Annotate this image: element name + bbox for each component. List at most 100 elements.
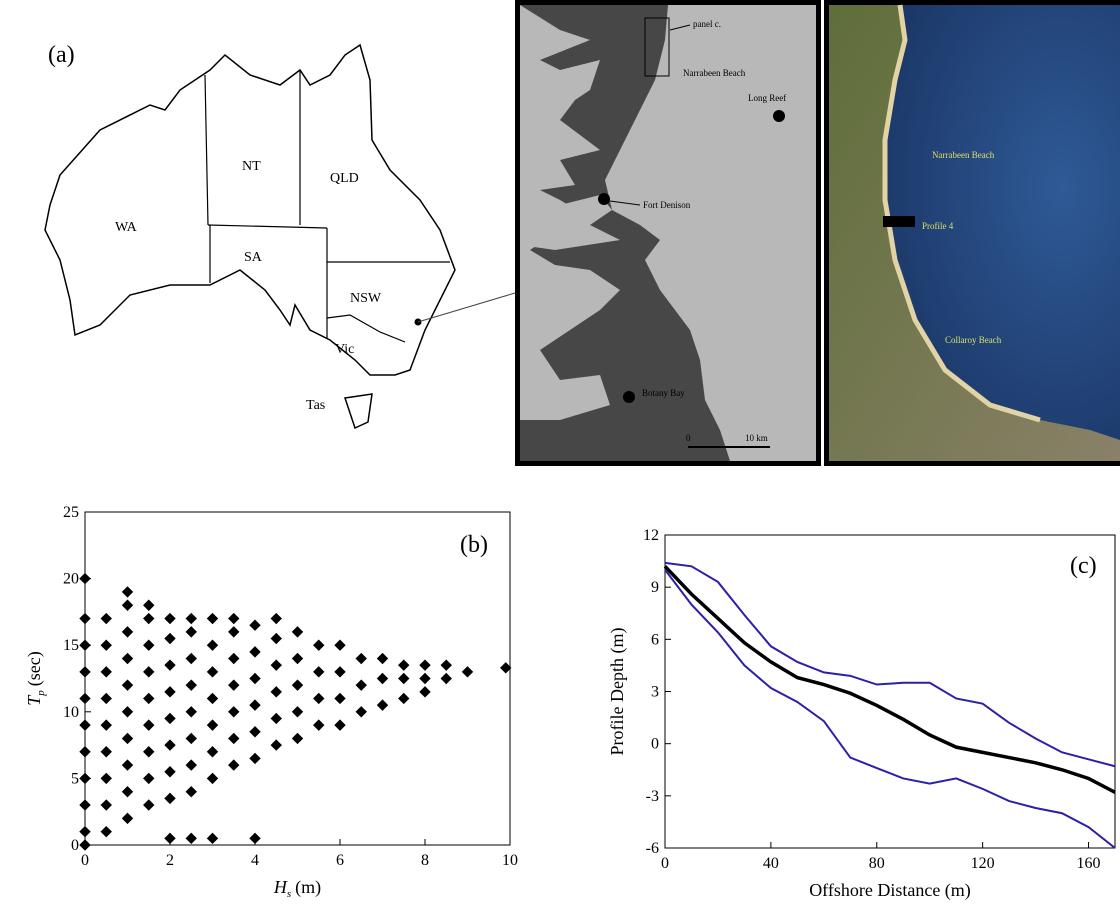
- scatter-point: [143, 639, 155, 651]
- australia-map: (a) WA NT QLD SA NSW Vic Tas: [44, 42, 516, 430]
- scatter-point: [419, 659, 431, 671]
- leader-line: [417, 292, 516, 323]
- scatter-point: [79, 825, 91, 838]
- scatter-point: [228, 652, 240, 665]
- scatter-point: [185, 732, 197, 745]
- scatter-point: [334, 639, 346, 651]
- map-label: Long Reef: [748, 93, 786, 103]
- scatter-point: [100, 799, 112, 811]
- scatter-point: [100, 772, 112, 785]
- scatter-point: [206, 612, 219, 625]
- scatter-point: [164, 739, 176, 751]
- aerial-photo: Narrabeen Beach Profile 4 Collaroy Beach: [824, 0, 1120, 466]
- scatter-point: [79, 799, 91, 811]
- scatter-point: [206, 666, 219, 678]
- scatter-point: [270, 739, 282, 751]
- label-part: (sec): [24, 651, 45, 686]
- scatter-point: [206, 692, 219, 705]
- y-tick-label: 9: [651, 579, 659, 596]
- plot-frame: [84, 511, 511, 846]
- scatter-point: [185, 759, 197, 771]
- scatter-point: [79, 719, 91, 731]
- x-tick-label: 120: [971, 855, 995, 872]
- scatter-point: [270, 712, 282, 725]
- scatter-point: [79, 639, 91, 651]
- line-series: [664, 569, 1116, 849]
- scatter-point: [164, 766, 176, 778]
- scatter-point: [419, 672, 431, 685]
- scatter-point: [206, 719, 219, 731]
- scatter-point: [249, 832, 261, 845]
- scatter-point: [249, 646, 261, 658]
- harbour: [520, 195, 620, 250]
- leader-line: [669, 24, 691, 31]
- x-tick-label: 0: [81, 852, 89, 869]
- x-axis-label: Offshore Distance (m): [809, 880, 971, 901]
- scatter-point: [121, 812, 134, 825]
- scatter-point: [206, 772, 219, 785]
- scatter-point: [185, 612, 197, 625]
- y-tick-label: -6: [646, 840, 659, 857]
- profile-marker: [883, 216, 915, 227]
- panel-label: (c): [1070, 553, 1097, 579]
- y-tick-label: 25: [63, 504, 79, 521]
- scatter-point: [313, 639, 325, 651]
- map-label: Botany Bay: [642, 388, 685, 398]
- plot-frame: [664, 534, 1116, 849]
- scatter-point: [185, 679, 197, 691]
- scatter-point: [79, 572, 91, 585]
- y-axis-label: Profile Depth (m): [607, 628, 628, 756]
- y-tick-label: -3: [646, 788, 659, 805]
- y-tick-label: 0: [71, 837, 79, 854]
- scatter-point: [143, 692, 155, 705]
- scatter-point: [121, 626, 134, 638]
- scatter-point: [376, 672, 389, 685]
- scatter-point: [79, 692, 91, 705]
- map-label: Fort Denison: [643, 200, 691, 210]
- y-tick-label: 15: [63, 637, 79, 654]
- x-tick-label: 80: [869, 855, 885, 872]
- coastline: [44, 43, 456, 376]
- scatter-point: [270, 659, 282, 671]
- panel-label: (b): [460, 532, 488, 558]
- scatter-point: [121, 786, 134, 798]
- x-axis-label: Hs (m): [273, 877, 321, 900]
- state-label: Tas: [306, 398, 325, 413]
- state-label: NSW: [350, 291, 382, 306]
- scatter-point: [185, 626, 197, 638]
- scatter-point: [121, 706, 134, 718]
- scatter-point: [291, 706, 304, 718]
- scatter-point: [500, 662, 512, 674]
- panel-label: (a): [48, 42, 75, 68]
- y-tick-label: 5: [71, 770, 79, 787]
- scatter-point: [100, 746, 112, 758]
- scatter-point: [143, 612, 155, 625]
- land: [829, 5, 1120, 461]
- scatter-point: [398, 659, 410, 671]
- scatter-point: [143, 772, 155, 785]
- scatter-point: [121, 732, 134, 745]
- scatter-point: [355, 679, 367, 691]
- scatter-point: [398, 672, 410, 685]
- scatter-point: [143, 666, 155, 678]
- scatter-point: [164, 792, 176, 805]
- scatter-point: [313, 666, 325, 678]
- y-tick-label: 12: [643, 527, 659, 544]
- scatter-point: [355, 706, 367, 718]
- scatter-point: [100, 639, 112, 651]
- scale-label: 0: [686, 433, 691, 443]
- scatter-point: [334, 719, 346, 731]
- scatter-point: [121, 652, 134, 665]
- land: [520, 5, 730, 461]
- map-dot: [598, 193, 610, 205]
- scatter-point: [164, 632, 176, 645]
- state-label: QLD: [330, 171, 359, 186]
- label-part: s: [287, 888, 291, 900]
- leader-line: [609, 200, 641, 206]
- photo-label: Narrabeen Beach: [932, 150, 995, 160]
- scatter-point: [440, 672, 452, 685]
- scatter-point: [249, 619, 261, 631]
- scatter-point: [313, 692, 325, 705]
